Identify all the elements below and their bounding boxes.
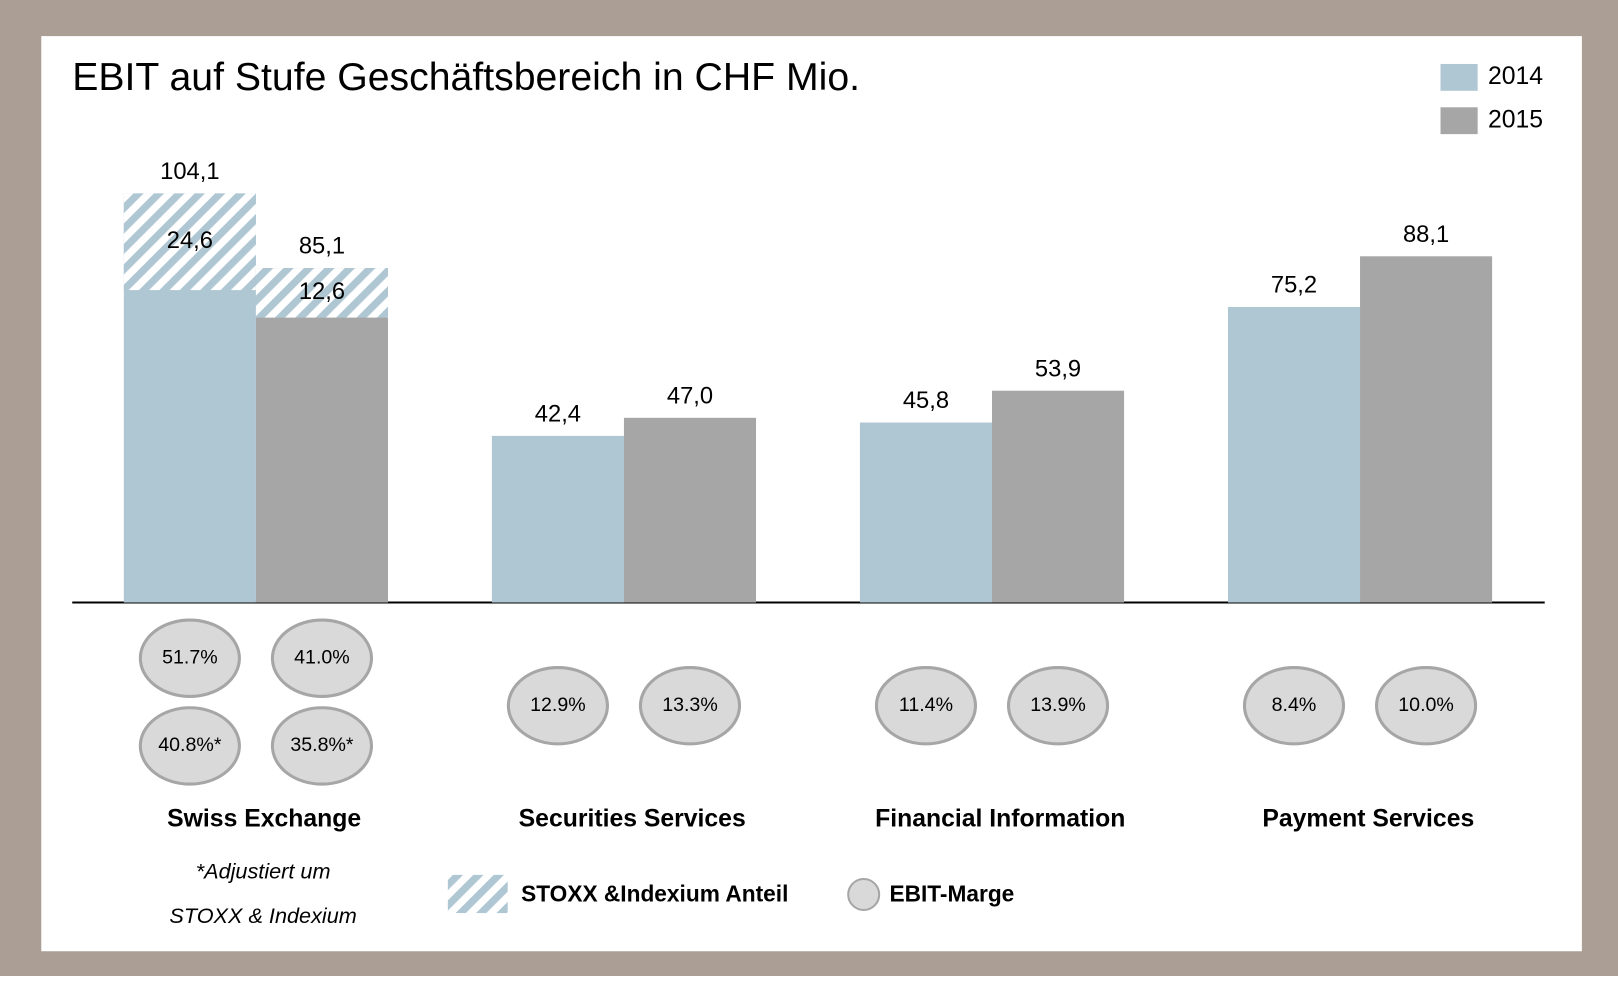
margin-bubble xyxy=(638,665,742,746)
x-tick-label: Securities Services xyxy=(519,806,746,833)
legend-label: 2015 xyxy=(1488,106,1543,133)
margin-label: 11.4% xyxy=(899,694,953,716)
margin-bubble xyxy=(270,618,374,698)
value-label: 47,0 xyxy=(667,383,713,409)
bar xyxy=(859,422,992,603)
margin-bubble xyxy=(270,706,374,786)
margin-label: 51.7% xyxy=(162,646,218,668)
margin-label: 10.0% xyxy=(1398,694,1454,716)
margin-label: 12.9% xyxy=(530,694,586,716)
legend-label: 2014 xyxy=(1488,63,1543,90)
x-tick-label: Payment Services xyxy=(1262,806,1474,833)
margin-label: 41.0% xyxy=(294,646,350,668)
value-label: 85,1 xyxy=(299,234,345,260)
margin-bubble xyxy=(138,706,241,786)
chart-title: EBIT auf Stufe Geschäftsbereich in CHF M… xyxy=(72,56,860,99)
value-label: 45,8 xyxy=(903,388,949,414)
bar xyxy=(491,435,624,603)
margin-bubble xyxy=(874,665,978,746)
margin-bubble xyxy=(506,665,609,746)
bar xyxy=(1360,256,1493,603)
value-label: 42,4 xyxy=(535,402,581,428)
bar xyxy=(623,417,757,603)
margin-label: 13.9% xyxy=(1030,694,1086,716)
margin-legend-swatch xyxy=(847,877,881,912)
hatch-legend-label: STOXX &Indexium Anteil xyxy=(521,881,788,907)
margin-bubble xyxy=(138,618,241,698)
margin-bubble xyxy=(1242,665,1346,746)
margin-bubble xyxy=(1006,665,1110,746)
hatched-label: 24,6 xyxy=(167,228,213,254)
x-tick-label: Swiss Exchange xyxy=(167,806,361,833)
value-label: 53,9 xyxy=(1035,356,1081,382)
legend-swatch xyxy=(1440,63,1478,91)
bar xyxy=(991,390,1125,603)
hatch-legend-swatch xyxy=(447,874,508,914)
margin-label: 8.4% xyxy=(1272,694,1317,716)
bar xyxy=(255,268,388,603)
margin-bubble xyxy=(1374,665,1478,746)
margin-legend-label: EBIT-Marge xyxy=(889,881,1014,907)
bar xyxy=(1227,306,1361,603)
margin-label: 35.8%* xyxy=(290,734,354,756)
margin-label: 40.8%* xyxy=(158,734,222,756)
x-tick-label: Financial Information xyxy=(875,806,1125,833)
legend-swatch xyxy=(1440,107,1478,135)
value-label: 88,1 xyxy=(1403,222,1449,248)
footnote: *Adjustiert um xyxy=(196,859,331,884)
value-label: 104,1 xyxy=(160,159,219,185)
value-label: 75,2 xyxy=(1271,273,1317,299)
hatched-segment xyxy=(123,193,256,291)
hatched-segment xyxy=(255,268,388,318)
margin-label: 13.3% xyxy=(662,694,718,716)
hatched-label: 12,6 xyxy=(299,279,345,305)
footnote: STOXX & Indexium xyxy=(169,903,356,928)
